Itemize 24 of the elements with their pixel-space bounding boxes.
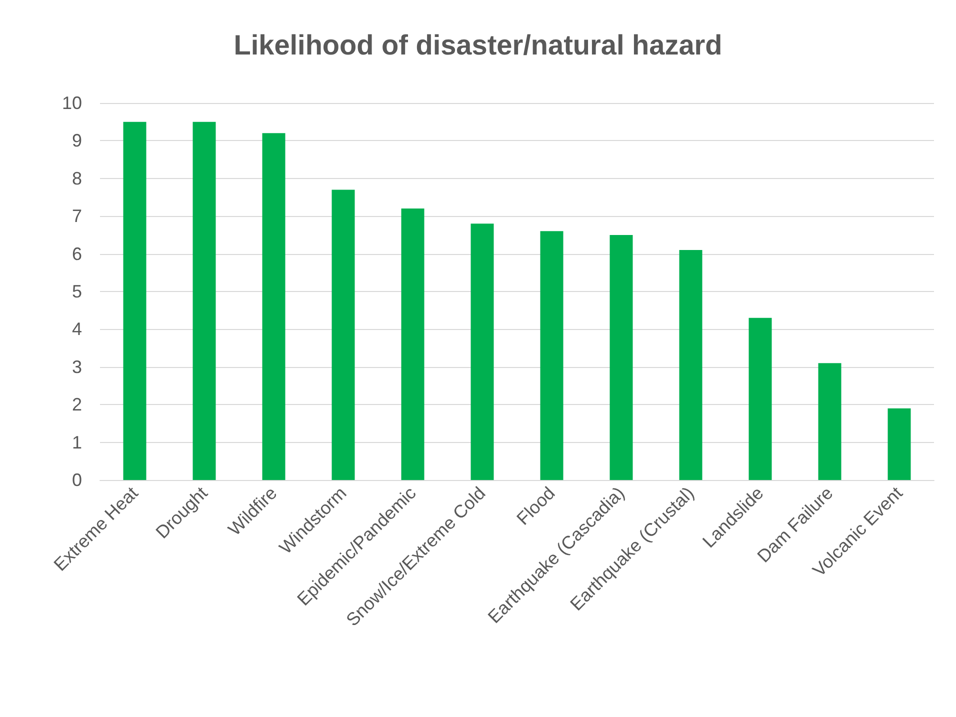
y-tick-label: 9 [72, 130, 82, 151]
bar [192, 122, 216, 480]
bar [123, 122, 146, 480]
bar [748, 318, 772, 480]
y-tick-label: 8 [72, 168, 82, 188]
bar [888, 408, 911, 480]
bar [610, 234, 633, 480]
bar [332, 190, 355, 480]
chart-title: Likelihood of disaster/natural hazard [234, 30, 722, 60]
y-tick-label: 4 [72, 319, 82, 340]
y-tick-label: 5 [72, 282, 82, 302]
y-tick-label: 3 [72, 356, 82, 377]
y-tick-label: 2 [72, 394, 82, 415]
y-tick-label: 7 [72, 206, 82, 226]
bar [540, 231, 564, 480]
y-tick-label: 10 [62, 93, 82, 113]
bar [470, 224, 494, 480]
y-tick-label: 1 [72, 432, 82, 452]
bar [679, 250, 702, 480]
bar [401, 208, 424, 480]
bar [818, 363, 842, 480]
y-tick-label: 6 [72, 244, 82, 264]
y-tick-label: 0 [72, 470, 82, 490]
bar [262, 133, 286, 480]
